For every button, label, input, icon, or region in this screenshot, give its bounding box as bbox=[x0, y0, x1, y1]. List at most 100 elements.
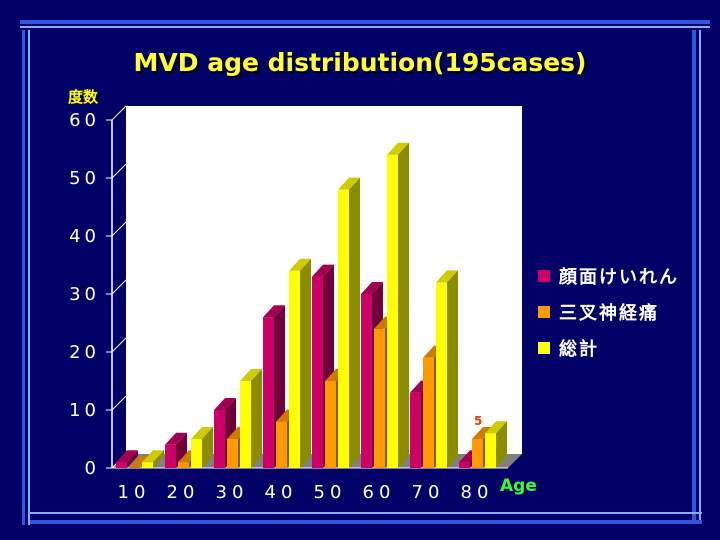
y-tick-diagonal bbox=[111, 337, 127, 353]
bar-front bbox=[436, 282, 447, 468]
bar-front bbox=[240, 381, 251, 468]
bar-2-70 bbox=[436, 270, 458, 468]
bar-top bbox=[263, 305, 285, 318]
bar-top bbox=[312, 264, 334, 277]
frame-bottom-line bbox=[30, 520, 702, 524]
bar-2-30 bbox=[240, 369, 262, 468]
bar-side bbox=[496, 421, 507, 468]
legend-item-total: 総計 bbox=[538, 330, 679, 366]
bar-0-10 bbox=[116, 450, 138, 468]
y-tick-label: 30 bbox=[69, 284, 100, 305]
legend-label-facial-spasm: 顔面けいれん bbox=[559, 267, 679, 288]
bar-side bbox=[300, 258, 311, 468]
bar-side bbox=[176, 432, 187, 468]
y-axis-label: 度数 bbox=[68, 88, 99, 106]
y-tick-label: 60 bbox=[69, 110, 100, 131]
bar-top bbox=[361, 282, 383, 294]
frame-right-thin-line bbox=[699, 30, 701, 520]
legend-item-trigeminal-neuralgia: 三叉神経痛 bbox=[538, 294, 679, 330]
x-tick-label: 30 bbox=[216, 482, 249, 503]
bar-2-40 bbox=[289, 258, 311, 468]
bar-front bbox=[387, 154, 398, 469]
y-tick-diagonal bbox=[111, 279, 127, 295]
legend: 顔面けいれん 三叉神経痛 総計 bbox=[538, 258, 679, 366]
frame-top-thin-line bbox=[20, 26, 710, 28]
bar-0-20 bbox=[165, 432, 187, 468]
bar-front bbox=[263, 317, 274, 468]
x-tick-labels: 10 20 30 40 50 60 70 80 bbox=[118, 482, 494, 503]
bar-front bbox=[472, 439, 483, 468]
bar-front bbox=[312, 276, 323, 468]
bar-front bbox=[116, 462, 127, 468]
frame-left-line bbox=[22, 30, 25, 525]
bar-top bbox=[240, 369, 262, 381]
x-tick-label: 10 bbox=[118, 482, 151, 503]
bar-front bbox=[289, 270, 300, 468]
bar-top bbox=[289, 258, 311, 271]
bar-side bbox=[202, 427, 213, 468]
bar-2-50 bbox=[338, 177, 360, 468]
y-tick-diagonal bbox=[111, 395, 127, 411]
x-tick-label: 70 bbox=[412, 482, 445, 503]
legend-label-trigeminal-neuralgia: 三叉神経痛 bbox=[559, 303, 659, 324]
bar-front bbox=[361, 294, 372, 468]
y-tick-label: 20 bbox=[69, 342, 100, 363]
bar-front bbox=[325, 381, 336, 468]
frame-right-line bbox=[692, 30, 696, 520]
bar-front bbox=[459, 462, 470, 468]
bar-front bbox=[423, 357, 434, 468]
y-tick-label: 0 bbox=[85, 458, 100, 479]
bar-side bbox=[127, 450, 138, 468]
frame-left-thin-line bbox=[28, 30, 30, 525]
bar-front bbox=[165, 444, 176, 468]
y-tick-label: 10 bbox=[69, 400, 100, 421]
bar-front bbox=[178, 462, 189, 468]
legend-swatch-total bbox=[538, 342, 550, 354]
data-annotation: 5 bbox=[474, 414, 482, 428]
bar-top bbox=[191, 427, 213, 439]
bar-side bbox=[349, 177, 360, 468]
bar-top bbox=[116, 450, 138, 463]
bar-2-10 bbox=[142, 450, 164, 468]
y-tick-diagonal bbox=[111, 163, 127, 179]
bar-front bbox=[374, 328, 385, 468]
y-tick-label: 50 bbox=[69, 168, 100, 189]
legend-swatch-trigeminal-neuralgia bbox=[538, 306, 550, 318]
bar-top bbox=[387, 142, 409, 155]
bar-front bbox=[338, 189, 349, 468]
bar-2-80 bbox=[485, 421, 507, 468]
annotations: 5 bbox=[474, 414, 482, 428]
legend-item-facial-spasm: 顔面けいれん bbox=[538, 258, 679, 294]
bar-front bbox=[485, 433, 496, 468]
bar-side bbox=[447, 270, 458, 468]
x-tick-label: 80 bbox=[461, 482, 494, 503]
y-tick-label: 40 bbox=[69, 226, 100, 247]
legend-swatch-facial-spasm bbox=[538, 270, 550, 282]
x-tick-label: 40 bbox=[265, 482, 298, 503]
y-tick-diagonal bbox=[111, 221, 127, 237]
x-tick-label: 60 bbox=[363, 482, 396, 503]
chart-title: MVD age distribution(195cases) bbox=[133, 48, 587, 77]
bar-top bbox=[436, 270, 458, 283]
bar-side bbox=[251, 369, 262, 468]
x-tick-label: 20 bbox=[167, 482, 200, 503]
bar-front bbox=[191, 439, 202, 468]
frame-top-line bbox=[20, 20, 710, 24]
bar-2-20 bbox=[191, 427, 213, 468]
bar-top bbox=[338, 177, 360, 190]
y-tick-diagonal bbox=[111, 105, 127, 121]
bar-front bbox=[214, 410, 225, 468]
x-axis-label: Age bbox=[500, 476, 537, 496]
bar-front bbox=[410, 392, 421, 468]
bar-top bbox=[485, 421, 507, 434]
frame-bottom-thin-line bbox=[30, 512, 702, 514]
bar-2-60 bbox=[387, 142, 409, 469]
bar-front bbox=[227, 439, 238, 468]
bar-front bbox=[142, 462, 153, 468]
bar-top bbox=[214, 398, 236, 410]
slide-frame bbox=[20, 20, 710, 525]
legend-label-total: 総計 bbox=[559, 339, 599, 360]
x-tick-label: 50 bbox=[314, 482, 347, 503]
bar-top bbox=[165, 432, 187, 445]
bars bbox=[116, 142, 507, 469]
